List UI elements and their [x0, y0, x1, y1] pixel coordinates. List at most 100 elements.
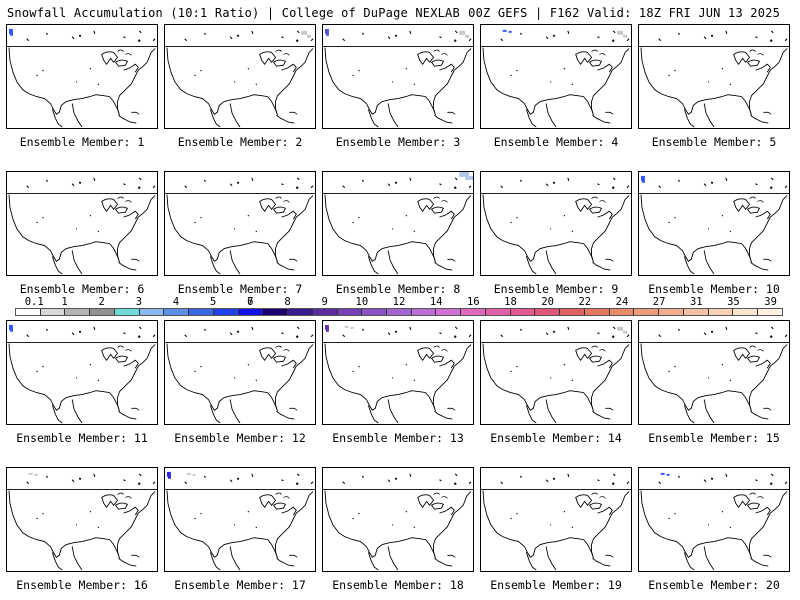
panel-label: Ensemble Member: 12 — [174, 431, 306, 445]
snow-area — [641, 179, 645, 183]
snow-area — [9, 328, 13, 332]
colorbar-tick-label: 4 — [172, 296, 180, 308]
snow-area — [192, 473, 196, 476]
colorbar-tick-label: 0.1 — [24, 296, 44, 308]
panel-label: Ensemble Member: 10 — [648, 282, 780, 296]
panel-label: Ensemble Member: 3 — [335, 135, 461, 149]
snow-area — [617, 326, 624, 331]
map-panel-member-9 — [480, 171, 632, 276]
us-outline-map — [323, 473, 473, 571]
snow-area — [508, 30, 512, 33]
snow-area — [324, 28, 329, 34]
snow-area — [459, 172, 470, 177]
colorbar-swatch — [411, 309, 437, 315]
map-panel-member-3 — [322, 24, 474, 129]
snow-area — [28, 472, 33, 475]
us-outline-map — [165, 471, 315, 571]
panel-label: Ensemble Member: 4 — [493, 135, 619, 149]
colorbar-tick-label: 8 — [284, 296, 291, 308]
colorbar-tick-label: 12 — [392, 296, 406, 308]
snow-area — [301, 30, 308, 35]
snow-area — [465, 175, 473, 180]
map-panel-member-12 — [164, 320, 316, 425]
us-outline-map — [639, 326, 789, 424]
panel-label: Ensemble Member: 11 — [16, 431, 148, 445]
snow-area — [617, 30, 624, 35]
us-outline-map — [481, 473, 631, 571]
colorbar-swatch — [485, 309, 511, 315]
colorbar-tick-label: 39 — [764, 296, 777, 308]
snow-area — [186, 472, 191, 475]
us-outline-map — [7, 28, 157, 128]
colorbar-swatch — [510, 309, 536, 315]
colorbar-tick-label: 9 — [321, 296, 328, 308]
map-panel-member-15 — [638, 320, 790, 425]
snow-area — [8, 324, 13, 330]
colorbar-tick-label: 10 — [355, 296, 369, 308]
us-outline-map — [7, 472, 157, 571]
us-outline-map — [481, 326, 631, 424]
colorbar-swatch — [65, 309, 91, 315]
colorbar-swatch — [337, 309, 363, 315]
us-outline-map — [7, 177, 157, 275]
colorbar-swatch — [584, 309, 610, 315]
colorbar-swatch — [238, 309, 264, 315]
colorbar-swatch — [535, 309, 561, 315]
snow-area — [9, 32, 13, 36]
us-outline-map — [323, 28, 473, 128]
us-outline-map — [481, 177, 631, 275]
colorbar-swatch — [312, 309, 338, 315]
us-outline-map — [165, 177, 315, 275]
panel-label: Ensemble Member: 14 — [490, 431, 622, 445]
map-panel-member-6 — [6, 171, 158, 276]
map-panel-member-10 — [638, 171, 790, 276]
us-outline-map — [323, 324, 473, 424]
snow-area — [350, 326, 354, 329]
panel-label: Ensemble Member: 15 — [648, 431, 780, 445]
panel-label: Ensemble Member: 19 — [490, 578, 622, 592]
colorbar-tick-label: 3 — [135, 296, 143, 308]
map-panel-member-1 — [6, 24, 158, 129]
colorbar-swatch — [461, 309, 486, 315]
snow-area — [307, 34, 312, 38]
us-outline-map — [639, 30, 789, 128]
colorbar-swatch — [560, 309, 585, 315]
us-outline-map — [481, 29, 631, 128]
map-panel-member-2 — [164, 24, 316, 129]
map-panel-member-16 — [6, 467, 158, 572]
colorbar-tick-label: 27 — [652, 296, 666, 308]
colorbar-tick-label: 31 — [689, 296, 703, 308]
snow-area — [640, 175, 645, 181]
snow-area — [324, 324, 329, 330]
colorbar-tick-label: 14 — [429, 296, 443, 308]
colorbar-swatch — [758, 309, 782, 315]
us-outline-map — [639, 472, 789, 571]
colorbar-swatch — [733, 309, 759, 315]
map-panel-member-8 — [322, 171, 474, 276]
colorbar-tick-label: 6 — [247, 296, 254, 308]
colorbar-swatch — [436, 309, 462, 315]
panel-label: Ensemble Member: 5 — [651, 135, 777, 149]
panel-label: Ensemble Member: 7 — [177, 282, 303, 296]
us-outline-map — [165, 326, 315, 424]
colorbar-swatch — [164, 309, 190, 315]
valid-time: 00Z GEFS | F162 Valid: 18Z FRI JUN 13 20… — [468, 6, 780, 20]
colorbar-swatch — [139, 309, 165, 315]
snow-area — [623, 330, 628, 334]
us-outline-map — [7, 324, 157, 424]
panel-label: Ensemble Member: 17 — [174, 578, 306, 592]
panel-label: Ensemble Member: 9 — [493, 282, 619, 296]
colorbar-labels: 0.1 1 2 3 4 5 6 7 8 9 10 12 14 16 18 20 22 24 27 31 35 39 — [15, 296, 783, 308]
snow-area — [623, 34, 628, 38]
us-outline-map — [639, 175, 789, 275]
us-outline-map — [165, 30, 315, 128]
map-panel-member-11 — [6, 320, 158, 425]
snow-area — [167, 475, 171, 479]
panel-label: Ensemble Member: 2 — [177, 135, 303, 149]
map-panel-member-20 — [638, 467, 790, 572]
map-panel-member-18 — [322, 467, 474, 572]
colorbar-tick-label: 7 — [247, 296, 254, 308]
panel-label: Ensemble Member: 13 — [332, 431, 464, 445]
colorbar-swatch — [659, 309, 684, 315]
us-outline-map — [323, 172, 473, 275]
